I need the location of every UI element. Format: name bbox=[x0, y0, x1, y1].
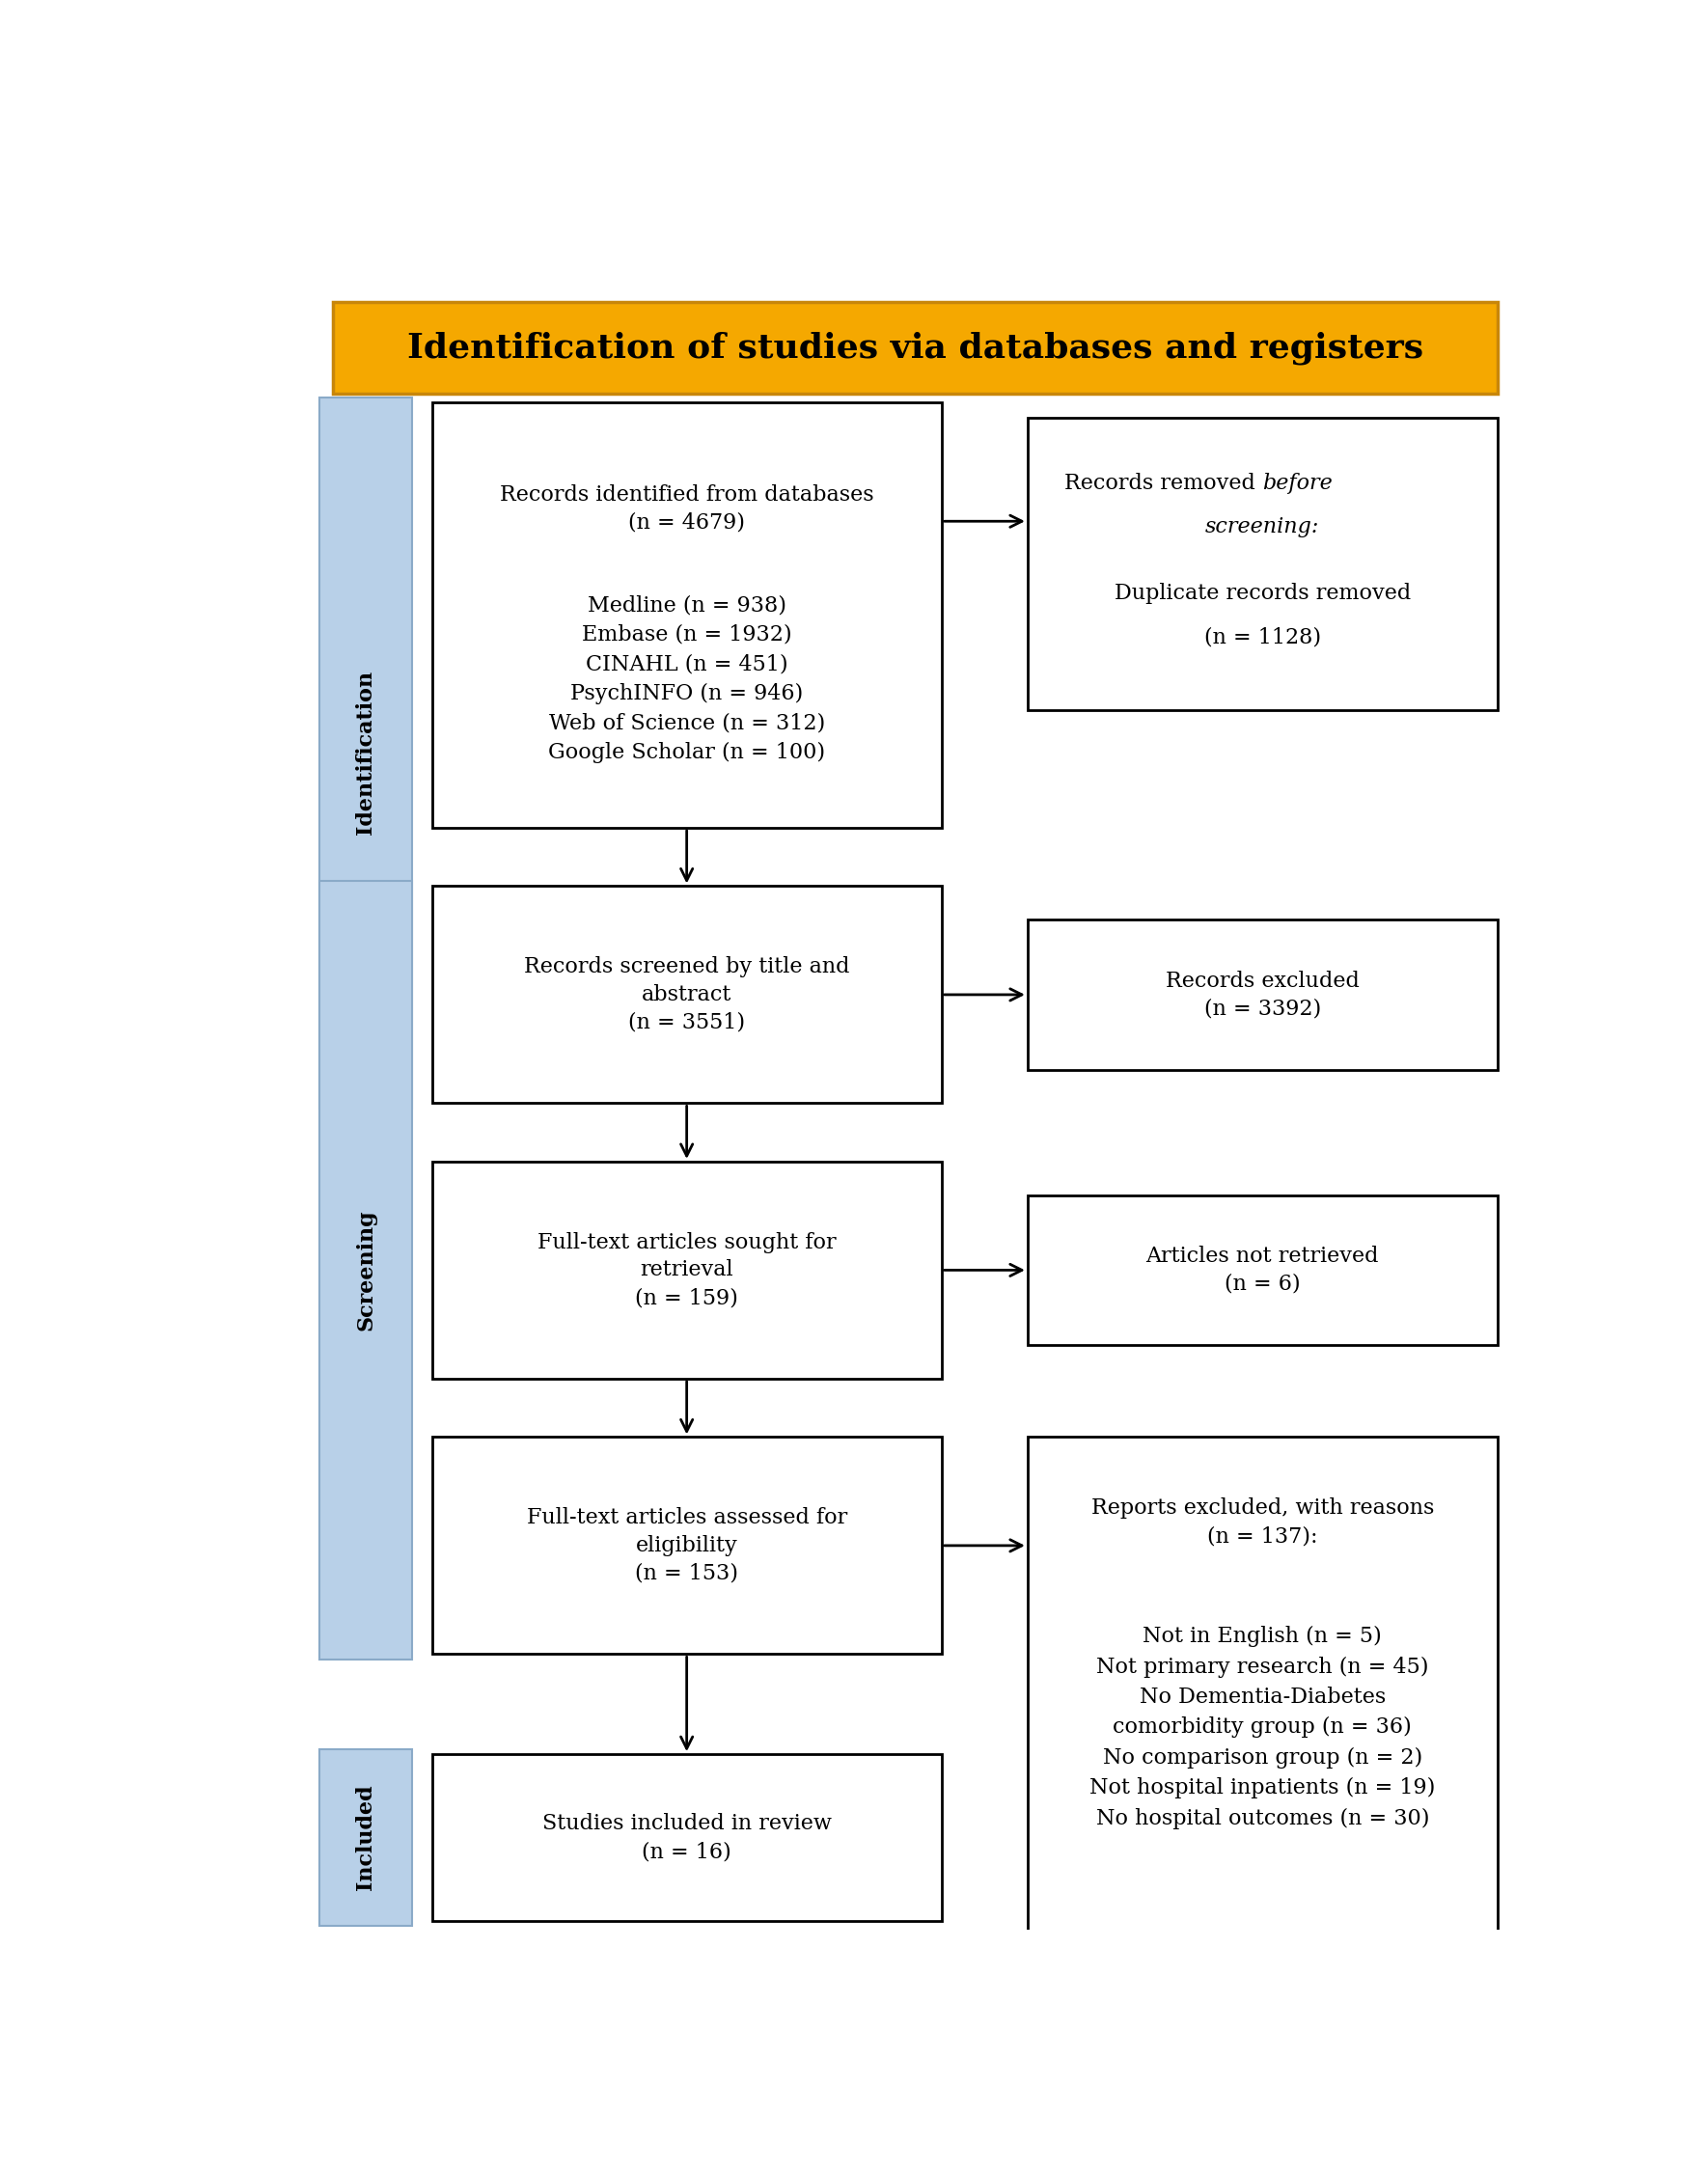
FancyBboxPatch shape bbox=[432, 1754, 941, 1921]
FancyBboxPatch shape bbox=[1028, 1195, 1498, 1344]
FancyBboxPatch shape bbox=[319, 880, 412, 1659]
FancyBboxPatch shape bbox=[432, 1437, 941, 1654]
FancyBboxPatch shape bbox=[432, 401, 941, 828]
Text: Included: Included bbox=[355, 1784, 376, 1890]
Text: Screening: Screening bbox=[355, 1210, 376, 1331]
FancyBboxPatch shape bbox=[432, 1162, 941, 1379]
Text: Medline (n = 938)
Embase (n = 1932)
CINAHL (n = 451)
PsychINFO (n = 946)
Web of : Medline (n = 938) Embase (n = 1932) CINA… bbox=[548, 594, 825, 763]
FancyBboxPatch shape bbox=[1028, 418, 1498, 709]
FancyBboxPatch shape bbox=[333, 301, 1498, 395]
Text: Articles not retrieved
(n = 6): Articles not retrieved (n = 6) bbox=[1146, 1247, 1378, 1294]
Text: Not in English (n = 5)
Not primary research (n = 45)
No Dementia-Diabetes
comorb: Not in English (n = 5) Not primary resea… bbox=[1090, 1626, 1435, 1830]
Text: screening:: screening: bbox=[1206, 516, 1320, 538]
Text: Identification of studies via databases and registers: Identification of studies via databases … bbox=[407, 332, 1423, 364]
Text: Records excluded
(n = 3392): Records excluded (n = 3392) bbox=[1165, 969, 1360, 1019]
FancyBboxPatch shape bbox=[319, 397, 412, 1108]
Text: Identification: Identification bbox=[355, 670, 376, 835]
FancyBboxPatch shape bbox=[1028, 919, 1498, 1069]
Text: Full-text articles sought for
retrieval
(n = 159): Full-text articles sought for retrieval … bbox=[538, 1231, 837, 1309]
FancyBboxPatch shape bbox=[1028, 1437, 1498, 1938]
Text: Records screened by title and
abstract
(n = 3551): Records screened by title and abstract (… bbox=[524, 956, 849, 1034]
Text: Duplicate records removed: Duplicate records removed bbox=[1114, 583, 1411, 605]
Text: Records identified from databases
(n = 4679): Records identified from databases (n = 4… bbox=[500, 483, 874, 533]
Text: before: before bbox=[1262, 473, 1332, 494]
Text: (n = 1128): (n = 1128) bbox=[1204, 627, 1320, 648]
FancyBboxPatch shape bbox=[432, 887, 941, 1104]
Text: Full-text articles assessed for
eligibility
(n = 153): Full-text articles assessed for eligibil… bbox=[526, 1507, 847, 1585]
Text: Studies included in review
(n = 16): Studies included in review (n = 16) bbox=[541, 1812, 832, 1862]
FancyBboxPatch shape bbox=[319, 1750, 412, 1925]
Text: Records removed: Records removed bbox=[1064, 473, 1262, 494]
Text: Reports excluded, with reasons
(n = 137):: Reports excluded, with reasons (n = 137)… bbox=[1091, 1498, 1435, 1546]
